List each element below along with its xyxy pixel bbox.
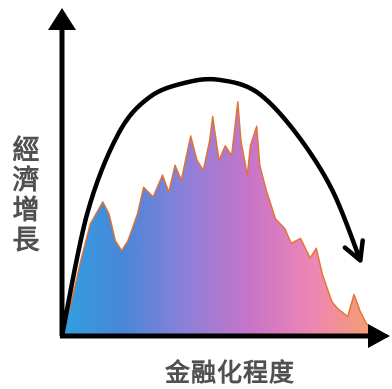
y-axis-label: 經濟增長 [6,136,46,256]
trend-arc [59,76,363,339]
plot-area [59,76,377,339]
x-axis-label: 金融化程度 [164,358,295,387]
y-axis-label-char: 長 [12,225,40,256]
y-axis-label-char: 經 [12,135,40,166]
area-series [61,101,377,337]
axes [48,8,390,348]
y-axis-arrowhead [48,8,76,30]
y-axis-label-char: 濟 [12,165,40,196]
x-axis-arrowhead [368,324,390,348]
y-axis-label-char: 增 [12,195,40,226]
trend-arc-arrowhead [342,238,365,263]
